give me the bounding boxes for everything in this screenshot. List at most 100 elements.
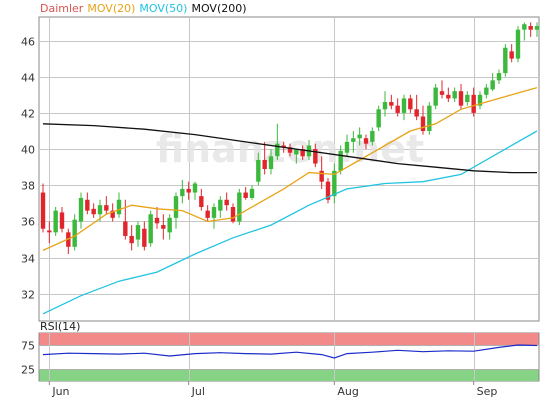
candle-body [148, 214, 153, 244]
candle-body [224, 199, 229, 206]
candle-body [433, 87, 438, 106]
candle-body [135, 225, 141, 240]
candle-body [205, 210, 210, 218]
legend-item: MOV(20) [87, 2, 135, 15]
candle-body [338, 150, 343, 171]
candle-body [243, 192, 248, 198]
candle-body [104, 205, 109, 211]
candle-body [515, 29, 521, 59]
candle-body [268, 156, 274, 169]
series-mov200-line [42, 123, 537, 174]
x-tick-label: Aug [337, 385, 358, 398]
rsi-title: RSI(14) [40, 320, 80, 333]
rsi-line [42, 344, 538, 359]
candle-body [59, 212, 65, 229]
candle-body [281, 145, 286, 148]
candle-body [129, 235, 134, 244]
candle-body [395, 105, 400, 113]
candle-body [218, 199, 223, 211]
y-tick-label: 36 [21, 216, 35, 229]
x-tick-label: Jul [191, 385, 205, 398]
candle-body [72, 219, 77, 247]
candle-body [249, 188, 255, 198]
legend-item: MOV(50) [139, 2, 187, 15]
candle-body [319, 170, 324, 182]
candle-body [199, 196, 204, 207]
candle-body [427, 105, 432, 131]
candle-body [408, 98, 413, 110]
rsi-tick-label: 75 [21, 340, 35, 353]
candle-body [401, 98, 407, 113]
candle-body [256, 159, 261, 182]
candle-body [452, 91, 457, 99]
candle-body [116, 199, 122, 215]
candle-body [287, 147, 293, 153]
y-tick-label: 44 [21, 72, 35, 85]
legend-item: Daimler [40, 2, 84, 15]
candle-body [230, 207, 236, 222]
candle-body [496, 73, 502, 81]
candle-body [357, 134, 362, 139]
candle-body [363, 138, 369, 144]
candle-body [420, 116, 426, 131]
y-tick-label: 40 [21, 144, 35, 157]
candle-body [344, 141, 350, 153]
candle-body [192, 183, 198, 193]
candle-body [477, 94, 483, 106]
candle-body [484, 87, 489, 95]
candle-body [97, 205, 103, 215]
candle-body [262, 159, 267, 169]
candle-body [237, 192, 242, 222]
x-tick-label: Jun [51, 385, 69, 398]
candle-body [471, 94, 476, 113]
candle-body [91, 208, 96, 215]
rsi-tick-label: 25 [21, 364, 35, 377]
candle-body [110, 210, 115, 218]
candle-body [490, 80, 495, 90]
candle-body [439, 91, 445, 95]
series-mov50-line [42, 130, 538, 315]
y-tick-label: 46 [21, 36, 35, 49]
candle-body [186, 188, 191, 193]
rsi-plot: RSI(14) 25 75 Jun Jul Aug Sep [21, 320, 540, 398]
candle-body [294, 149, 299, 155]
legend: Daimler MOV(20) MOV(50) MOV(200) [40, 2, 247, 15]
candle-body [332, 170, 337, 197]
y-tick-label: 32 [21, 289, 35, 302]
candle-body [446, 94, 451, 99]
candle-body [414, 109, 419, 117]
candle-body [382, 102, 388, 110]
candle-body [53, 210, 58, 233]
candle-body [123, 221, 128, 236]
candle-body [351, 138, 356, 142]
candle-body [180, 188, 185, 197]
x-tick-label: Sep [477, 385, 498, 398]
y-tick-label: 34 [21, 253, 35, 266]
candle-body [173, 196, 179, 218]
candle-body [40, 192, 46, 229]
candle-body [154, 217, 160, 224]
candle-body [85, 199, 90, 211]
candle-body [47, 230, 52, 233]
candle-body [325, 181, 331, 200]
candle-body [465, 94, 470, 103]
legend-item: MOV(200) [191, 2, 246, 15]
candle-body [78, 197, 84, 222]
candle-body [376, 109, 381, 128]
y-tick-label: 42 [21, 108, 35, 121]
candle-body [275, 143, 280, 157]
candle-body [458, 91, 464, 106]
candle-body [142, 228, 147, 247]
candle-body [528, 26, 533, 30]
candle-body [503, 47, 508, 74]
candle-body [300, 149, 305, 157]
candle-body [370, 131, 375, 142]
candle-body [522, 24, 527, 30]
y-tick-label: 38 [21, 180, 35, 193]
candle-body [389, 102, 394, 106]
candle-body [161, 225, 166, 229]
candle-body [167, 217, 172, 233]
candle-body [211, 207, 217, 218]
